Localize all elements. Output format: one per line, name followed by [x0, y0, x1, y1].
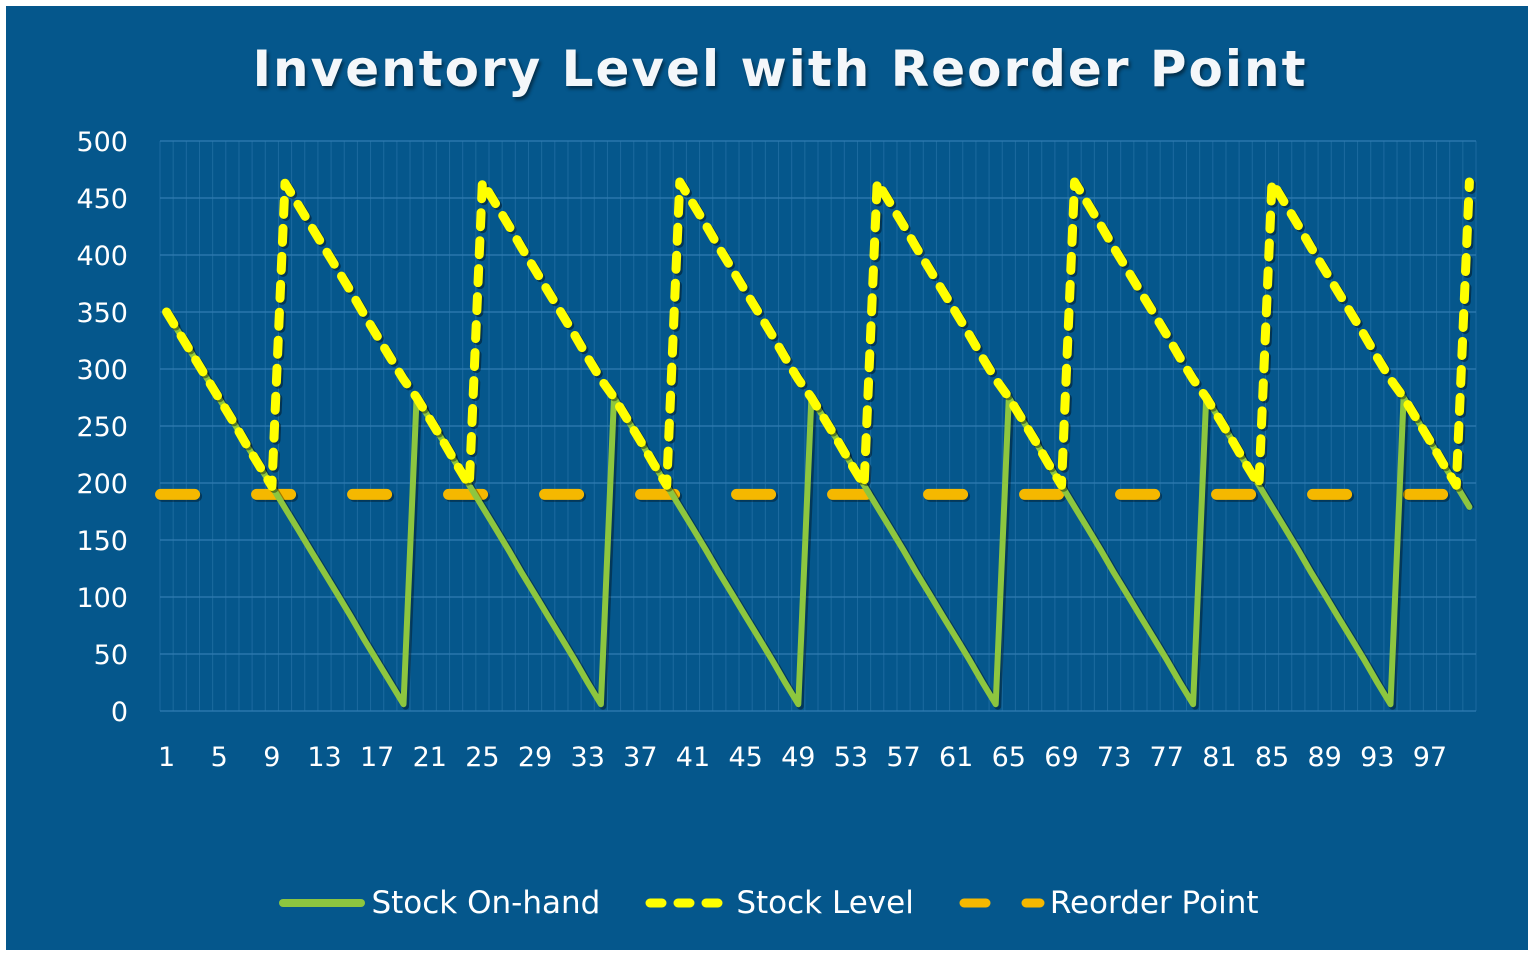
legend-item-stock-level[interactable]: Stock Level	[642, 885, 914, 921]
x-tick-label: 29	[518, 742, 552, 773]
y-tick-label: 400	[76, 241, 128, 272]
x-tick-label: 89	[1307, 742, 1341, 773]
legend-item-stock-on-hand[interactable]: Stock On-hand	[277, 885, 600, 921]
legend-label: Stock On-hand	[371, 885, 601, 921]
y-tick-label: 250	[76, 412, 128, 443]
legend-label: Stock Level	[736, 885, 914, 921]
chart-background	[6, 6, 1528, 950]
solid-line-icon	[279, 899, 366, 907]
x-tick-label: 41	[676, 742, 710, 773]
legend-label: Reorder Point	[1049, 885, 1259, 921]
stock-level-line	[162, 177, 1474, 491]
y-tick-label: 50	[94, 640, 128, 671]
y-tick-label: 500	[76, 127, 128, 158]
x-tick-label: 85	[1255, 742, 1289, 773]
x-tick-label: 1	[158, 742, 175, 773]
x-tick-label: 97	[1413, 742, 1447, 773]
x-tick-label: 45	[728, 742, 762, 773]
y-axis-ticks: 0 50 100 150 200 250 300 350 400 450 500	[76, 127, 128, 728]
x-tick-label: 61	[939, 742, 973, 773]
x-tick-label: 49	[781, 742, 815, 773]
y-tick-label: 150	[76, 526, 128, 557]
chart-title: Inventory Level with Reorder Point	[252, 40, 1308, 98]
x-tick-label: 77	[1150, 742, 1184, 773]
x-tick-label: 53	[834, 742, 868, 773]
x-tick-label: 9	[263, 742, 280, 773]
dashed-line-icon	[645, 898, 731, 908]
x-tick-label: 33	[571, 742, 605, 773]
dashed-line-icon	[959, 898, 1045, 908]
x-tick-label: 21	[413, 742, 447, 773]
y-tick-label: 200	[76, 469, 128, 500]
x-tick-label: 57	[886, 742, 920, 773]
y-tick-label: 450	[76, 184, 128, 215]
y-tick-label: 350	[76, 298, 128, 329]
x-tick-label: 17	[360, 742, 394, 773]
x-tick-label: 69	[1044, 742, 1078, 773]
x-tick-label: 73	[1097, 742, 1131, 773]
x-axis-ticks: 1 5 9 13 17 21 25 29 33 37 41 45 49 53 57 61 65 69 73 77 81 8…	[158, 742, 1447, 773]
x-tick-label: 5	[211, 742, 228, 773]
x-tick-label: 13	[307, 742, 341, 773]
x-tick-label: 81	[1202, 742, 1236, 773]
x-tick-label: 25	[465, 742, 499, 773]
x-tick-label: 93	[1360, 742, 1394, 773]
legend-item-reorder-point[interactable]: Reorder Point	[956, 885, 1259, 921]
series-lines	[155, 177, 1483, 710]
x-tick-label: 65	[992, 742, 1026, 773]
x-tick-label: 37	[623, 742, 657, 773]
y-tick-label: 0	[111, 697, 128, 728]
y-tick-label: 100	[76, 583, 128, 614]
legend: Stock On-hand Stock Level Reorder Point	[0, 880, 1536, 926]
y-tick-label: 300	[76, 355, 128, 386]
